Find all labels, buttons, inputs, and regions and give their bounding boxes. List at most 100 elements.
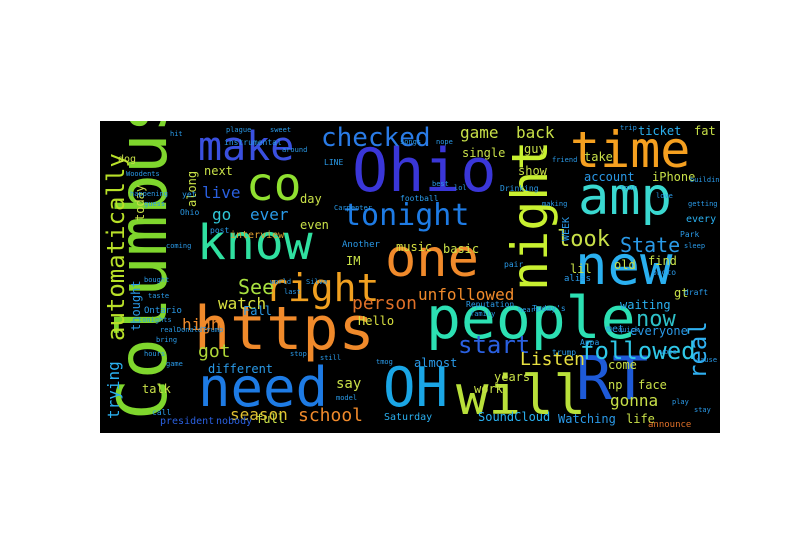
word-interview: interview: [230, 230, 285, 241]
word-ohio-small: Ohio: [180, 208, 200, 217]
word-trump: trump: [552, 348, 577, 357]
word-lol: lol: [454, 184, 467, 192]
word-come: come: [608, 358, 637, 372]
word-quick: quick: [618, 326, 640, 334]
word-watching: Watching: [558, 412, 616, 426]
word-automatically: automatically: [102, 153, 130, 341]
word-take: take: [584, 150, 613, 164]
word-gt: gt: [674, 286, 689, 300]
word-co: co: [246, 157, 302, 211]
word-saturday: Saturday: [384, 412, 433, 423]
word-will: will: [456, 364, 587, 427]
word-amp: amp: [578, 167, 672, 227]
word-coming: coming: [166, 242, 192, 250]
word-hit: hit: [170, 130, 183, 138]
word-todays: Today's: [532, 304, 566, 313]
word-ontario: Ontario: [144, 306, 182, 316]
word-face: face: [638, 378, 667, 392]
word-football: football: [400, 194, 439, 203]
word-lil: lil: [570, 262, 592, 276]
word-oh: OH: [383, 356, 449, 419]
word-hello: Hello: [358, 314, 395, 328]
word-silva: Silva: [306, 278, 328, 286]
word-need: need: [198, 356, 329, 419]
word-sleep: sleep: [684, 242, 706, 250]
word-person: person: [352, 293, 418, 314]
word-family: family: [470, 310, 496, 318]
word-day: day: [300, 192, 322, 206]
word-model: model: [336, 394, 358, 402]
word-full: full: [256, 412, 285, 426]
word-tonight: tonight: [343, 198, 470, 233]
word-vote: vote: [660, 348, 677, 356]
word-basic: basic: [443, 242, 480, 256]
word-bring: bring: [156, 336, 178, 344]
word-new: new: [575, 234, 673, 297]
word-every: every: [686, 214, 717, 225]
word-call: call: [152, 408, 172, 417]
word-love: love: [656, 192, 673, 200]
word-draft: draft: [684, 288, 709, 297]
word-account: account: [584, 170, 635, 184]
word-almost: almost: [414, 356, 458, 370]
word-last: last: [284, 288, 301, 296]
word-season: season: [230, 405, 288, 424]
word-watch: watch: [218, 294, 267, 313]
word-gonna: gonna: [610, 391, 659, 410]
word-drinking: Drinking: [500, 184, 539, 193]
word-ticket: ticket: [638, 124, 682, 138]
word-game: game: [460, 123, 499, 142]
word-play: play: [672, 398, 689, 406]
word-alias: alias: [564, 274, 592, 284]
word-years: years: [494, 370, 531, 384]
word-know: know: [197, 215, 313, 271]
word-real: real: [684, 321, 712, 379]
word-go: go: [212, 205, 232, 224]
word-old: old: [614, 258, 636, 272]
word-best: best: [432, 180, 449, 188]
word-ohio: Ohio: [352, 136, 497, 206]
word-work: work: [474, 382, 503, 396]
word-live: live: [202, 183, 241, 202]
word-listen: Listen: [520, 349, 586, 370]
word-president: president: [160, 416, 215, 427]
word-next: next: [204, 164, 233, 178]
word-realdonaldtrump: realDonaldTrump: [160, 326, 224, 334]
word-followed: followed: [580, 337, 696, 365]
word-show: show: [518, 164, 547, 178]
word-everyone: everyone: [630, 324, 688, 338]
word-im: IM: [346, 254, 361, 268]
word-iphone: iPhone: [652, 170, 696, 184]
word-got: got: [198, 341, 231, 362]
word-nope: nope: [436, 138, 453, 146]
word-carpenter: Carpenter: [334, 204, 372, 212]
word-heart: heart: [518, 306, 540, 314]
word-find: find: [648, 254, 677, 268]
word-sweet: sweet: [270, 126, 292, 134]
word-week: WEEK: [561, 216, 572, 241]
word-met: met: [606, 324, 625, 335]
word-another: Another: [342, 240, 380, 250]
word-state: State: [620, 233, 681, 257]
word-talk: talk: [142, 382, 171, 396]
word-now: now: [636, 307, 676, 332]
word-hours: hours: [144, 350, 166, 358]
word-nobody: nobody: [216, 416, 253, 427]
word-announce: announce: [648, 420, 692, 430]
word-soundcloud: SoundCloud: [478, 410, 551, 424]
word-trying: trying: [104, 361, 123, 419]
word-different: different: [208, 362, 274, 376]
word-life: life: [626, 412, 655, 426]
word-park: Park: [680, 230, 700, 239]
word-cloud: Columbus https people Ohio OH will RT ne…: [100, 121, 720, 433]
word-appa: Appa: [580, 338, 600, 347]
word-checked: checked: [321, 123, 431, 153]
word-time: time: [570, 121, 691, 179]
word-post: post: [210, 226, 230, 235]
word-along: along: [185, 170, 199, 207]
word-friend: friend: [552, 156, 578, 164]
word-high: high: [182, 315, 221, 334]
word-waiting: waiting: [620, 298, 671, 312]
word-unfollowed: unfollowed: [418, 285, 515, 304]
word-tmog: tmog: [376, 358, 393, 366]
